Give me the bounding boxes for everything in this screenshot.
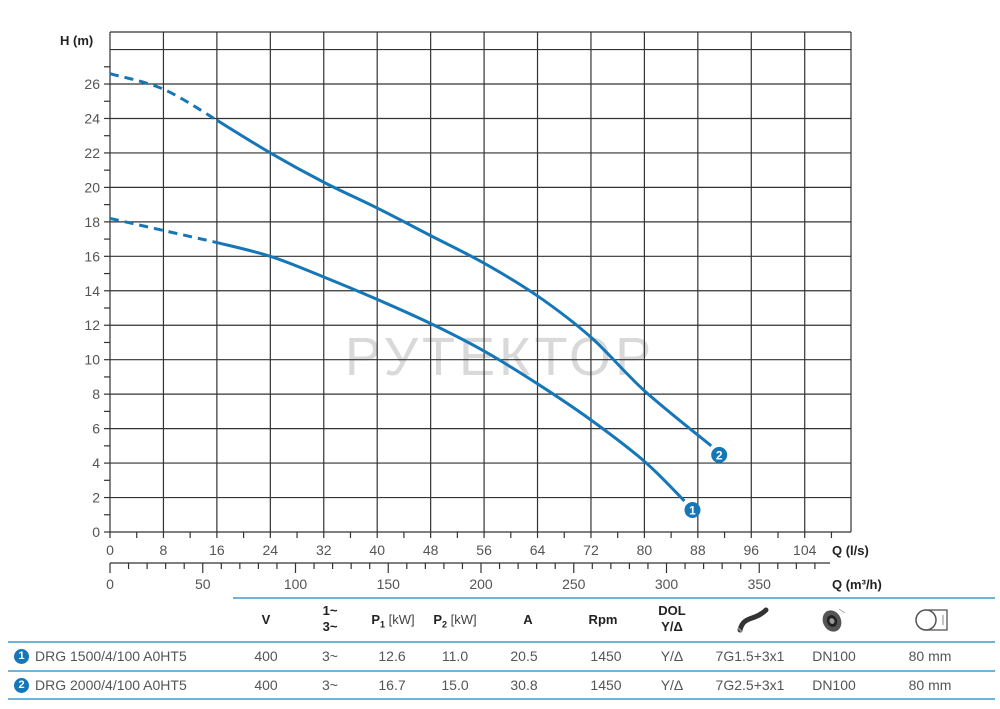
cell-outlet: DN100 xyxy=(812,648,856,664)
model-name: DRG 2000/4/100 A0HT5 xyxy=(35,677,187,693)
y-axis-title: H (m) xyxy=(60,33,93,48)
p1-unit: [kW] xyxy=(385,612,415,627)
cell-voltage: 400 xyxy=(254,677,278,693)
svg-text:1: 1 xyxy=(689,503,696,517)
table-row-model: 2 DRG 2000/4/100 A0HT5 xyxy=(14,677,187,693)
x-tick-label: 32 xyxy=(316,542,332,558)
cell-passage: 80 mm xyxy=(908,648,952,664)
cell-p1: 12.6 xyxy=(378,648,406,664)
model-name: DRG 1500/4/100 A0HT5 xyxy=(35,648,187,664)
x2-axis-title: Q (m³/h) xyxy=(832,577,882,592)
curve-1 xyxy=(216,241,686,503)
x-tick-label: 88 xyxy=(690,542,706,558)
x2-tick-label: 200 xyxy=(469,576,493,592)
x-tick-label: 40 xyxy=(369,542,385,558)
header-phase-1: 1~ xyxy=(322,603,338,618)
cell-cable: 7G1.5+3x1 xyxy=(715,648,785,664)
cell-p2: 11.0 xyxy=(441,648,469,664)
x-tick-label: 56 xyxy=(476,542,492,558)
svg-text:2: 2 xyxy=(716,448,723,462)
table-header-divider xyxy=(8,641,995,643)
x2-tick-label: 50 xyxy=(195,576,211,592)
p1-symbol: P xyxy=(371,612,381,627)
cell-rpm: 1450 xyxy=(590,648,622,664)
cell-current: 30.8 xyxy=(510,677,538,693)
header-phase: 1~ 3~ xyxy=(323,603,338,635)
header-start-dol: DOL xyxy=(658,603,686,618)
y-tick-label: 2 xyxy=(92,490,100,506)
table-bottom-divider xyxy=(8,698,995,700)
x-tick-label: 64 xyxy=(530,542,546,558)
header-rpm: Rpm xyxy=(588,612,618,627)
table-row-divider xyxy=(8,670,995,672)
cell-start: Y/Δ xyxy=(660,648,684,664)
y-tick-label: 12 xyxy=(84,317,100,333)
header-start: DOL Y/Δ xyxy=(658,603,685,635)
x-axis-title: Q (l/s) xyxy=(832,543,869,558)
header-p2: P2 [kW] xyxy=(433,612,476,633)
header-start-ystar: Y/Δ xyxy=(661,619,683,634)
solid-passage-icon xyxy=(913,607,953,638)
cell-voltage: 400 xyxy=(254,648,278,664)
curve-1-dashed xyxy=(109,216,218,244)
y-tick-label: 10 xyxy=(84,352,100,368)
p2-subscript: 2 xyxy=(442,619,448,630)
y-tick-label: 22 xyxy=(84,145,100,161)
x2-tick-label: 250 xyxy=(562,576,586,592)
x2-tick-label: 0 xyxy=(106,576,114,592)
cell-p2: 15.0 xyxy=(441,677,469,693)
header-phase-3: 3~ xyxy=(322,619,338,634)
x2-tick-label: 100 xyxy=(284,576,308,592)
header-current: A xyxy=(523,612,533,627)
x-tick-label: 16 xyxy=(209,542,225,558)
cell-cable: 7G2.5+3x1 xyxy=(715,677,785,693)
curve-badge-1: 1 xyxy=(14,648,29,664)
y-tick-label: 16 xyxy=(84,248,100,264)
outlet-flange-icon xyxy=(819,605,849,640)
cable-icon xyxy=(734,606,770,639)
x-tick-label: 0 xyxy=(106,542,114,558)
y-tick-label: 14 xyxy=(84,283,100,299)
curve-marker-2 xyxy=(711,446,728,463)
x2-tick-label: 300 xyxy=(655,576,679,592)
x-tick-label: 96 xyxy=(743,542,759,558)
cell-p1: 16.7 xyxy=(378,677,406,693)
y-tick-label: 8 xyxy=(92,386,100,402)
y-tick-label: 20 xyxy=(84,179,100,195)
cell-rpm: 1450 xyxy=(590,677,622,693)
p2-unit: [kW] xyxy=(447,612,477,627)
y-tick-label: 0 xyxy=(92,524,100,540)
y-tick-label: 6 xyxy=(92,421,100,437)
x-tick-label: 72 xyxy=(583,542,599,558)
y-tick-label: 18 xyxy=(84,214,100,230)
cell-phase: 3~ xyxy=(322,677,338,693)
cell-passage: 80 mm xyxy=(908,677,952,693)
x-tick-label: 80 xyxy=(637,542,653,558)
cell-phase: 3~ xyxy=(322,648,338,664)
p1-subscript: 1 xyxy=(380,619,386,630)
table-row-model: 1 DRG 1500/4/100 A0HT5 xyxy=(14,648,187,664)
watermark: РУТЕКТОР xyxy=(345,327,655,387)
x-tick-label: 48 xyxy=(423,542,439,558)
header-voltage: V xyxy=(261,612,271,627)
y-tick-label: 4 xyxy=(92,455,100,471)
header-p1: P1 [kW] xyxy=(371,612,414,633)
y-tick-label: 24 xyxy=(84,110,100,126)
cell-start: Y/Δ xyxy=(660,677,684,693)
p2-symbol: P xyxy=(433,612,443,627)
x-tick-label: 104 xyxy=(793,542,817,558)
cell-outlet: DN100 xyxy=(812,677,856,693)
x-tick-label: 8 xyxy=(160,542,168,558)
curve-2 xyxy=(216,118,713,448)
y-tick-label: 26 xyxy=(84,76,100,92)
x-tick-label: 24 xyxy=(263,542,279,558)
x2-tick-label: 150 xyxy=(377,576,401,592)
curve-badge-2: 2 xyxy=(14,677,29,693)
cell-current: 20.5 xyxy=(510,648,538,664)
curve-marker-1 xyxy=(684,501,701,518)
grid xyxy=(104,31,852,573)
x2-tick-label: 350 xyxy=(748,576,772,592)
